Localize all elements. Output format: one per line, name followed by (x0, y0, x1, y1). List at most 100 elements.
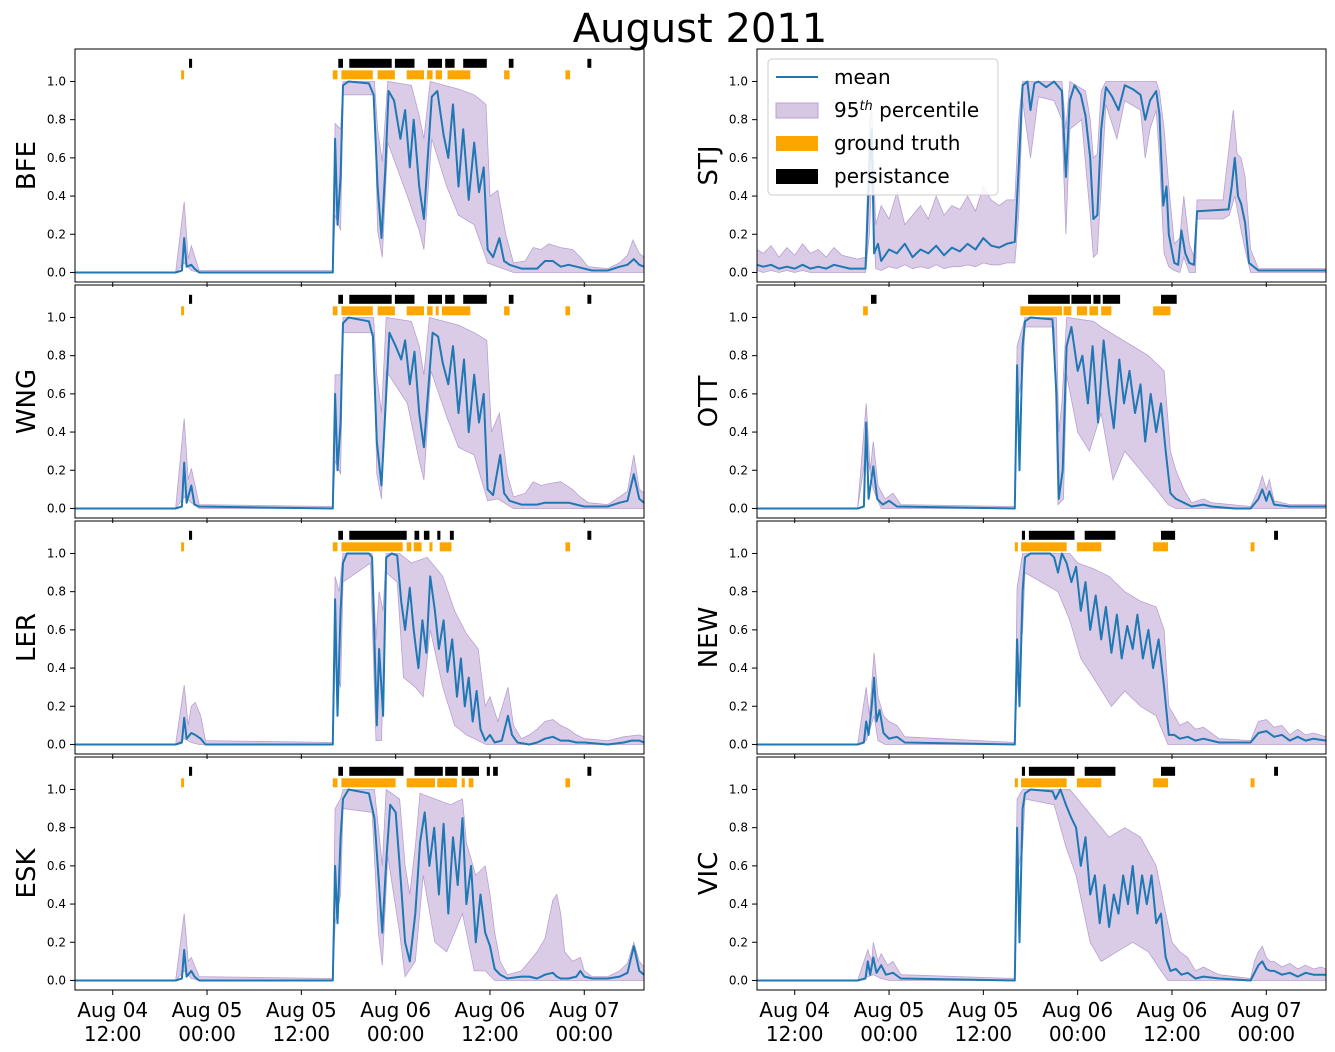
station-label: OTT (694, 376, 724, 428)
figure-title: August 2011 (573, 6, 828, 52)
ground-truth-segment (332, 306, 338, 316)
persistance-segment (414, 530, 420, 540)
station-label: LER (12, 613, 42, 662)
ground-truth-segment (332, 542, 338, 552)
panel-frame (74, 756, 645, 991)
ground-truth-segment (427, 306, 433, 316)
ground-truth-segment (437, 778, 457, 788)
y-tick-label: 0.0 (47, 501, 66, 515)
panel-new: 0.0 0.2 0.4 0.6 0.8 1.0 NEW (694, 520, 1327, 759)
persistance-segment (461, 766, 479, 776)
ground-truth-segment (1014, 778, 1018, 788)
panel-esk: 0.0 0.2 0.4 0.6 0.8 1.0 Aug 04 12:00 Aug 05 00:00… (12, 756, 645, 1046)
y-tick-label: 1.0 (729, 310, 748, 324)
ground-truth-segment (341, 70, 373, 80)
persistance-segment (1084, 530, 1116, 540)
plot-area (75, 530, 644, 746)
ground-truth-segment (1089, 306, 1098, 316)
ground-truth-segment (565, 542, 571, 552)
persistance-segment (189, 766, 193, 776)
legend-swatch (776, 136, 818, 151)
persistance-segment (189, 58, 193, 68)
ground-truth-segment (341, 542, 403, 552)
ground-truth-segment (1153, 778, 1168, 788)
ground-truth-segment (332, 778, 338, 788)
y-tick-label: 0.4 (47, 897, 66, 911)
panel-frame (756, 756, 1327, 991)
y-tick-label: 0.4 (729, 189, 748, 203)
legend-entry: 95th percentile (775, 98, 979, 122)
station-label: ESK (12, 848, 42, 899)
y-tick-label: 1.0 (47, 546, 66, 560)
ground-truth-segment (332, 70, 338, 80)
y-tick-label: 0.4 (47, 661, 66, 675)
station-label: STJ (694, 145, 724, 185)
y-tick-label: 0.2 (729, 699, 748, 713)
persistance-segment (338, 294, 343, 304)
y-tick-label: 0.0 (729, 737, 748, 751)
y-tick-label: 0.8 (47, 349, 66, 363)
y-tick-label: 0.8 (47, 585, 66, 599)
persistance-segment (1021, 530, 1025, 540)
persistance-segment (1161, 766, 1176, 776)
ground-truth-segment (1063, 306, 1072, 316)
panel-frame (756, 48, 1327, 283)
y-tick-label: 0.8 (729, 113, 748, 127)
ground-truth-segment (439, 542, 452, 552)
persistance-segment (1274, 530, 1278, 540)
persistance-segment (587, 294, 592, 304)
y-tick-label: 0.2 (729, 935, 748, 949)
legend-label: persistance (834, 164, 950, 188)
persistance-segment (445, 766, 458, 776)
persistance-segment (463, 58, 487, 68)
x-tick-label: Aug 04 12:00 (77, 998, 148, 1046)
panel-frame (756, 520, 1327, 755)
ground-truth-segment (435, 70, 442, 80)
plot-area (757, 80, 1326, 274)
mean-line (75, 80, 644, 274)
ground-truth-segment (435, 306, 439, 316)
y-tick-label: 0.4 (729, 661, 748, 675)
ground-truth-segment (341, 778, 396, 788)
y-tick-label: 0.0 (729, 265, 748, 279)
x-tick-label: Aug 05 00:00 (172, 998, 243, 1046)
legend-swatch (776, 169, 818, 184)
y-tick-label: 0.6 (729, 387, 748, 401)
persistance-segment (463, 294, 487, 304)
percentile-band (757, 553, 1326, 745)
x-tick-label: Aug 06 00:00 (1042, 998, 1113, 1046)
ground-truth-segment (341, 306, 373, 316)
persistance-segment (1028, 766, 1075, 776)
persistance-segment (338, 766, 343, 776)
legend: mean 95th percentile ground truth persistan… (767, 58, 999, 196)
mean-line (757, 316, 1326, 510)
y-tick-label: 0.0 (47, 265, 66, 279)
x-tick-label: Aug 05 12:00 (948, 998, 1019, 1046)
ground-truth-segment (565, 306, 571, 316)
panel-frame (74, 48, 645, 283)
ground-truth-segment (1101, 306, 1112, 316)
plot-area (757, 530, 1326, 746)
percentile-band (757, 789, 1326, 981)
y-tick-label: 1.0 (729, 546, 748, 560)
panel-bfe: 0.0 0.2 0.4 0.6 0.8 1.0 BFE (12, 48, 645, 287)
ground-truth-segment (1153, 306, 1171, 316)
y-tick-label: 0.8 (729, 585, 748, 599)
y-tick-label: 0.6 (729, 151, 748, 165)
persistance-segment (1084, 766, 1116, 776)
persistance-segment (338, 58, 343, 68)
y-tick-label: 0.2 (729, 227, 748, 241)
x-tick-label: Aug 07 00:00 (549, 998, 620, 1046)
y-tick-label: 1.0 (729, 782, 748, 796)
legend-frame (767, 58, 999, 196)
persistance-segment (349, 58, 392, 68)
y-tick-label: 1.0 (729, 74, 748, 88)
persistance-segment (1161, 530, 1176, 540)
x-tick-label: Aug 04 12:00 (759, 998, 830, 1046)
mean-line (75, 552, 644, 746)
persistance-segment (1021, 766, 1025, 776)
panel-frame (756, 284, 1327, 519)
persistance-segment (449, 530, 454, 540)
ground-truth-segment (429, 542, 433, 552)
